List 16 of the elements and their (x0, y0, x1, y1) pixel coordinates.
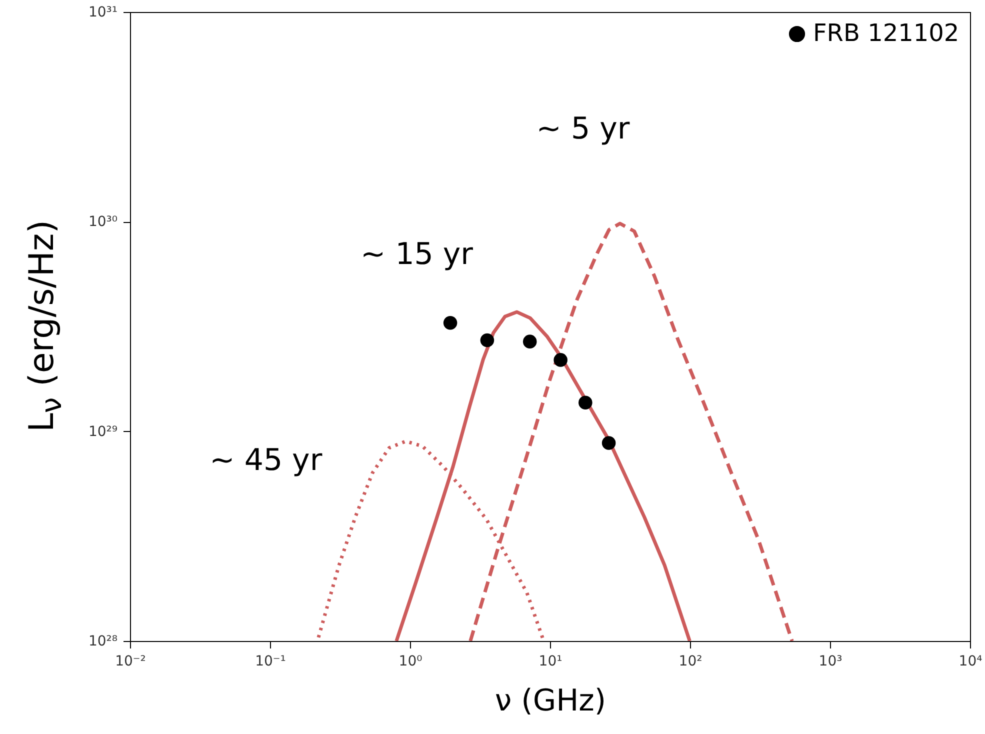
y-tick-label: 10³¹ (88, 4, 118, 20)
legend-label: FRB 121102 (813, 19, 960, 47)
x-tick-label: 10² (678, 654, 702, 670)
x-tick-label: 10³ (818, 654, 842, 670)
y-tick-label: 10²⁸ (88, 634, 118, 650)
x-tick-label: 10⁴ (958, 654, 983, 670)
x-tick-label: 10¹ (538, 654, 562, 670)
x-tick-label: 10⁻¹ (255, 654, 286, 670)
x-tick-label: 10⁰ (398, 654, 423, 670)
y-tick-label: 10³⁰ (88, 214, 118, 230)
text: ~ 5 yr (536, 112, 630, 147)
y-tick-label: 10²⁹ (88, 424, 118, 440)
x-tick-label: 10⁻² (115, 654, 146, 670)
series-label: ~ 15 yr (360, 236, 474, 272)
series-label: ~ 45 yr (210, 443, 323, 478)
x-axis-title: ν (GHz) (494, 684, 606, 718)
